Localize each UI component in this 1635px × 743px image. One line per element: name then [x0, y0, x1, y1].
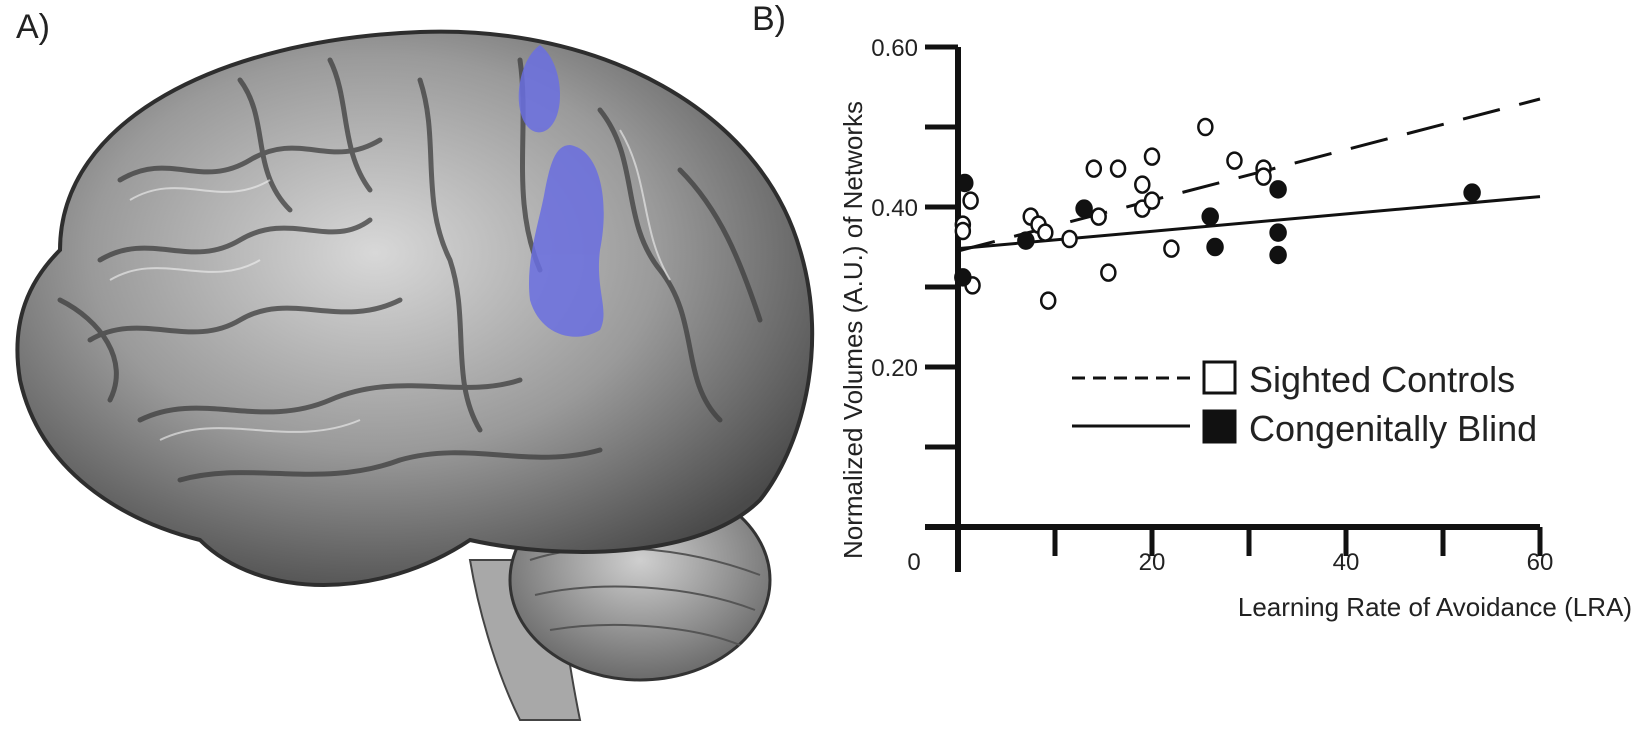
blind-point [956, 173, 974, 193]
sighted-point [1255, 167, 1272, 186]
sighted-point [1134, 175, 1151, 194]
sighted-point [962, 191, 979, 210]
x-axis-label: Learning Rate of Avoidance (LRA) [1238, 592, 1632, 622]
sighted-point [1100, 263, 1117, 282]
panel-b-label: B) [752, 0, 786, 38]
brain-highlight-region [518, 45, 604, 337]
tick-labels: 0.20 0.40 0.60 0 20 40 60 [871, 35, 1553, 576]
sighted-point [1163, 239, 1180, 258]
trend-line-sighted [957, 97, 1541, 253]
x-tick-label: 0 [907, 549, 920, 576]
blind-point [954, 268, 972, 287]
blind-point [1075, 199, 1093, 218]
y-axis-label: Normalized Volumes (A.U.) of Networks [838, 101, 868, 559]
sighted-point [1039, 291, 1057, 310]
cerebrum [15, 29, 815, 587]
sighted-point [1090, 207, 1107, 226]
legend: Sighted Controls Congenitally Blind [1072, 359, 1537, 449]
x-tick-label: 20 [1139, 549, 1166, 576]
blind-point [1269, 223, 1287, 242]
blind-point [1269, 245, 1287, 265]
chart-axes [925, 44, 1543, 572]
y-tick-label: 0.20 [871, 355, 918, 382]
blind-point [1017, 231, 1035, 250]
y-tick-label: 0.60 [871, 35, 918, 62]
sighted-point [1143, 147, 1161, 166]
sighted-point [1143, 191, 1161, 210]
blind-point [1206, 237, 1224, 257]
sighted-point [1197, 117, 1214, 137]
sighted-point [1037, 223, 1054, 242]
legend-blind-label: Congenitally Blind [1249, 408, 1537, 449]
sighted-point [1109, 159, 1127, 178]
legend-sighted-label: Sighted Controls [1249, 359, 1515, 400]
sighted-point [1226, 151, 1243, 170]
sighted-point [1061, 229, 1078, 249]
panel-a-label: A) [16, 8, 50, 46]
data-points [954, 117, 1481, 310]
sighted-point [954, 221, 972, 241]
x-tick-label: 40 [1333, 549, 1360, 576]
legend-sighted-swatch [1202, 360, 1237, 395]
blind-point [1269, 180, 1287, 199]
blind-point [1201, 207, 1219, 226]
brain-image [15, 29, 815, 721]
legend-blind-swatch [1202, 409, 1237, 444]
trend-lines [957, 97, 1541, 253]
x-tick-label: 60 [1527, 549, 1554, 576]
y-tick-label: 0.40 [871, 195, 918, 222]
blind-point [1463, 183, 1481, 202]
trend-line-blind [957, 195, 1541, 251]
sighted-point [1085, 159, 1103, 178]
